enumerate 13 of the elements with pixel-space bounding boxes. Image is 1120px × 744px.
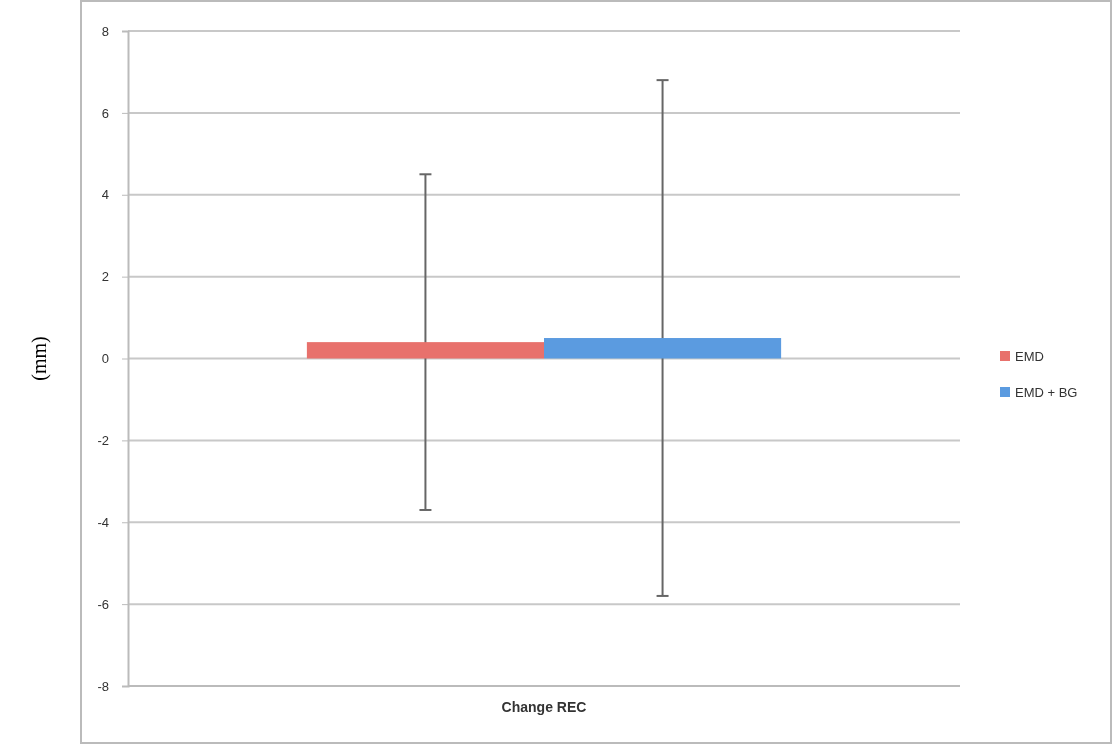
legend-label: EMD + BG — [1015, 385, 1078, 400]
y-tick-label: -6 — [97, 596, 109, 612]
y-tick-label: 2 — [101, 269, 109, 285]
y-tick-label: -4 — [97, 514, 109, 530]
y-axis-title: (mm) — [28, 336, 51, 381]
y-tick-label: -8 — [97, 678, 109, 694]
y-tick-label: 0 — [101, 351, 109, 367]
y-tick-label: 4 — [101, 187, 109, 203]
y-tick-label: -2 — [97, 433, 109, 449]
y-tick-label: 8 — [101, 23, 109, 39]
y-tick-label: 6 — [101, 105, 109, 121]
x-tick-label: Change REC — [501, 699, 587, 715]
legend-label: EMD — [1015, 349, 1044, 364]
